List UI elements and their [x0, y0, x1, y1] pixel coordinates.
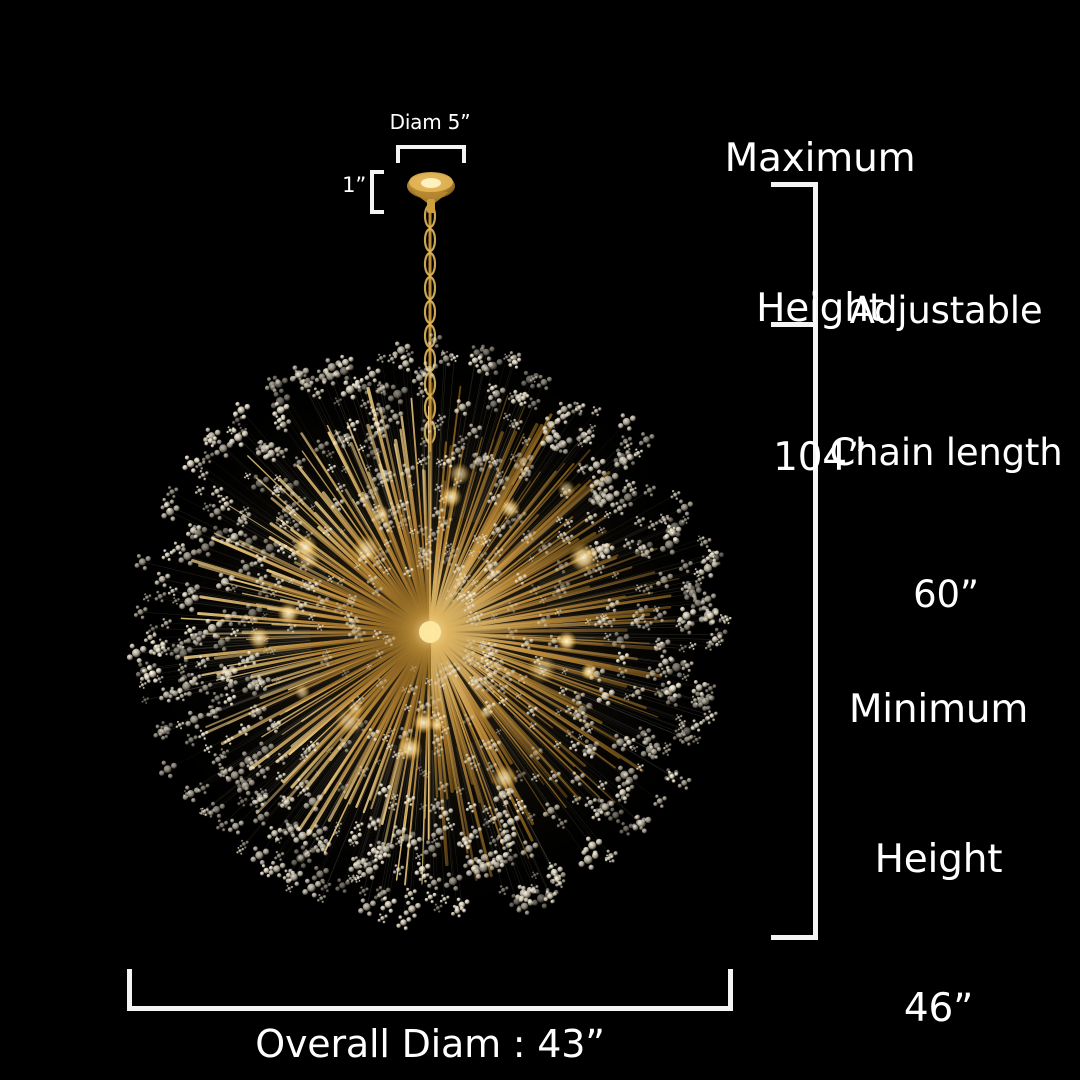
maximum-height-value: 104” [773, 435, 867, 481]
chain-length-bottom-tick [771, 322, 818, 327]
minimum-height-line-1: Minimum [848, 686, 1029, 732]
max-height-top-tick [771, 182, 818, 187]
canopy-height-label: 1” [342, 173, 366, 197]
overall-diameter-line [127, 1006, 733, 1011]
chain-length-dimension-line [813, 182, 818, 327]
chain-links [423, 203, 437, 445]
gold-rods [180, 382, 680, 886]
lamp-glows [247, 462, 599, 792]
canopy-height-top-tick [370, 170, 384, 174]
center-core [376, 578, 484, 686]
chain-length-line-2: Chain length [829, 430, 1063, 474]
min-height-bottom-tick [771, 935, 818, 940]
canopy-diameter-line [396, 145, 466, 149]
chain-length-value: 60” [913, 572, 979, 616]
canopy-diameter-label: Diam 5” [389, 110, 471, 134]
canopy-diameter-left-tick [396, 145, 400, 163]
canopy-height-dimension-line [370, 170, 374, 214]
overall-diameter-right-tick [728, 969, 733, 1011]
minimum-height-label: Minimum Height 46” [812, 585, 1065, 1080]
maximum-height-label: Maximum Height 104” [690, 34, 950, 583]
crystal-sprays [126, 333, 732, 931]
minimum-height-line-2: Height [874, 836, 1003, 882]
overall-diameter-left-tick [127, 969, 132, 1011]
chain-length-line-1: Adjustable [849, 288, 1043, 332]
canopy-diameter-right-tick [462, 145, 466, 163]
minimum-height-value: 46” [903, 986, 974, 1032]
overall-diameter-label: Overall Diam : 43” [255, 1022, 605, 1066]
ceiling-canopy [407, 172, 455, 213]
maximum-height-line-2: Height [756, 285, 884, 331]
adjustable-chain-length-label: Adjustable Chain length 60” [812, 192, 1080, 713]
canopy-height-bottom-tick [370, 210, 384, 214]
min-height-dimension-line [813, 327, 818, 940]
maximum-height-line-1: Maximum [724, 135, 916, 181]
